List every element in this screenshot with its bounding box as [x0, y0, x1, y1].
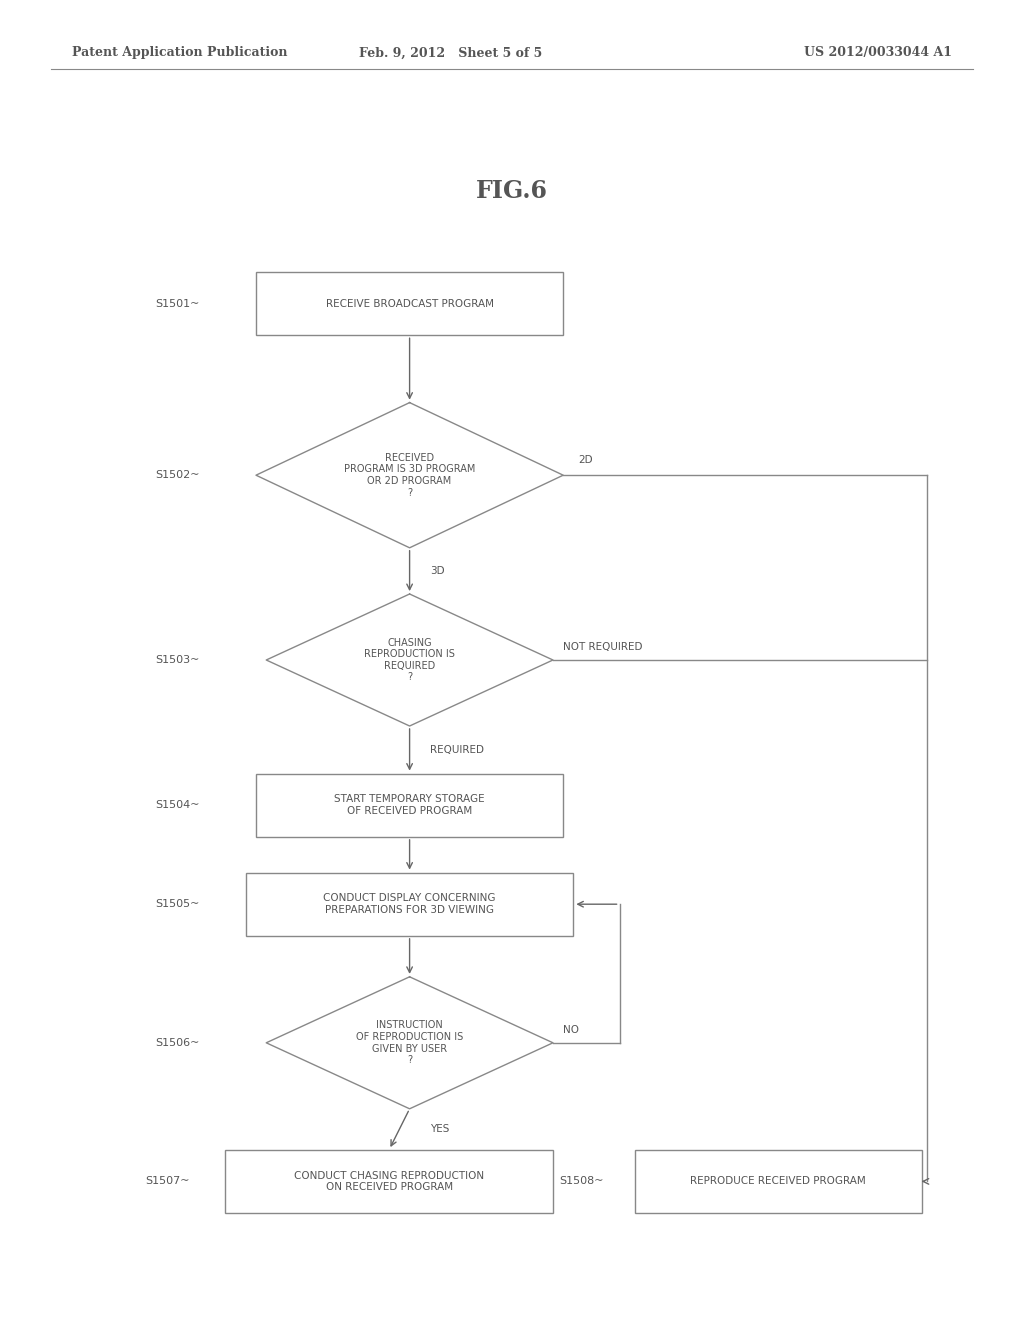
Text: S1505~: S1505~	[156, 899, 200, 909]
Text: REPRODUCE RECEIVED PROGRAM: REPRODUCE RECEIVED PROGRAM	[690, 1176, 866, 1187]
Text: 3D: 3D	[430, 566, 444, 576]
Text: REQUIRED: REQUIRED	[430, 744, 484, 755]
Text: 2D: 2D	[579, 454, 593, 465]
Text: S1504~: S1504~	[156, 800, 200, 810]
Text: FIG.6: FIG.6	[476, 180, 548, 203]
Text: Feb. 9, 2012   Sheet 5 of 5: Feb. 9, 2012 Sheet 5 of 5	[359, 46, 542, 59]
Bar	[246, 873, 573, 936]
Text: S1503~: S1503~	[156, 655, 200, 665]
Text: INSTRUCTION
OF REPRODUCTION IS
GIVEN BY USER
?: INSTRUCTION OF REPRODUCTION IS GIVEN BY …	[356, 1020, 463, 1065]
Text: NO: NO	[563, 1024, 580, 1035]
Text: S1501~: S1501~	[156, 298, 200, 309]
Text: CHASING
REPRODUCTION IS
REQUIRED
?: CHASING REPRODUCTION IS REQUIRED ?	[365, 638, 455, 682]
Text: CONDUCT DISPLAY CONCERNING
PREPARATIONS FOR 3D VIEWING: CONDUCT DISPLAY CONCERNING PREPARATIONS …	[324, 894, 496, 915]
Bar	[256, 272, 563, 335]
Polygon shape	[266, 594, 553, 726]
Text: US 2012/0033044 A1: US 2012/0033044 A1	[804, 46, 952, 59]
Text: RECEIVE BROADCAST PROGRAM: RECEIVE BROADCAST PROGRAM	[326, 298, 494, 309]
Bar	[225, 1150, 553, 1213]
Text: RECEIVED
PROGRAM IS 3D PROGRAM
OR 2D PROGRAM
?: RECEIVED PROGRAM IS 3D PROGRAM OR 2D PRO…	[344, 453, 475, 498]
Text: YES: YES	[430, 1125, 450, 1134]
Text: NOT REQUIRED: NOT REQUIRED	[563, 642, 643, 652]
Text: START TEMPORARY STORAGE
OF RECEIVED PROGRAM: START TEMPORARY STORAGE OF RECEIVED PROG…	[334, 795, 485, 816]
Polygon shape	[266, 977, 553, 1109]
Text: S1502~: S1502~	[156, 470, 200, 480]
Bar	[256, 774, 563, 837]
Polygon shape	[256, 403, 563, 548]
Text: CONDUCT CHASING REPRODUCTION
ON RECEIVED PROGRAM: CONDUCT CHASING REPRODUCTION ON RECEIVED…	[294, 1171, 484, 1192]
Text: Patent Application Publication: Patent Application Publication	[72, 46, 287, 59]
Bar	[635, 1150, 922, 1213]
Text: S1506~: S1506~	[156, 1038, 200, 1048]
Text: S1507~: S1507~	[145, 1176, 189, 1187]
Text: S1508~: S1508~	[560, 1176, 604, 1187]
